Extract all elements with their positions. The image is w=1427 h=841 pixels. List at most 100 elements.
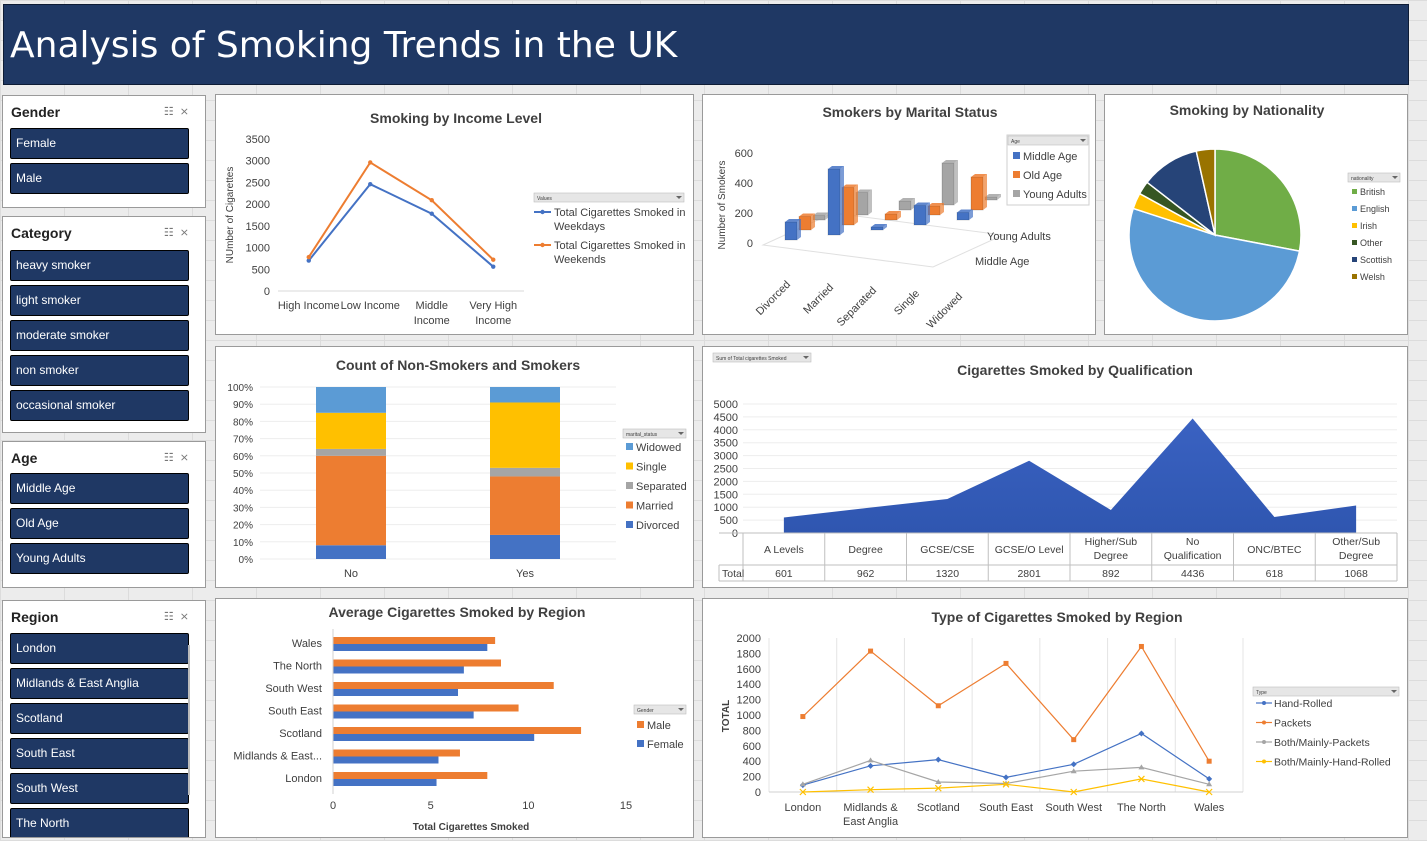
table-value-cell: 4436	[1181, 568, 1205, 580]
data-point	[935, 778, 942, 784]
bar-female	[333, 689, 459, 696]
bar-male	[333, 637, 496, 644]
data-point	[799, 781, 806, 787]
table-header-cell: ONC/BTEC	[1247, 544, 1302, 556]
data-point	[1070, 788, 1078, 796]
table-header-cell: GCSE/CSE	[920, 544, 974, 556]
slicer-item-heavy-smoker[interactable]: heavy smoker	[10, 250, 189, 281]
data-point	[1138, 764, 1145, 770]
table-header-cell: Degree	[1339, 550, 1374, 562]
age-slicer-title: Age	[11, 450, 38, 466]
slicer-filter-icons[interactable]: ☷⨯	[163, 452, 195, 464]
bar-female	[333, 734, 535, 741]
x-tick-label: No	[344, 568, 358, 580]
x-tick-label: Scotland	[917, 802, 960, 814]
legend-label: Female	[647, 739, 684, 751]
gender-field-button	[633, 704, 687, 715]
chart-title: Smoking by Income Level	[370, 110, 542, 126]
table-value-cell: 1320	[936, 568, 960, 580]
values-field-label: Values	[537, 196, 552, 202]
data-point	[1071, 737, 1077, 743]
slicer-scrollbar[interactable]	[188, 645, 190, 795]
slicer-filter-icons[interactable]: ☷⨯	[163, 106, 195, 118]
bar-female	[333, 711, 474, 719]
x-tick-label: East Anglia	[843, 816, 899, 828]
y-tick-label: 2500	[246, 177, 270, 189]
table-value-cell: 1068	[1344, 568, 1368, 580]
column-bar	[784, 221, 798, 241]
legend-label: Both/Mainly-Hand-Rolled	[1274, 757, 1391, 769]
legend-swatch	[1352, 206, 1357, 211]
y-tick-label: South East	[268, 706, 322, 718]
legend-swatch	[626, 462, 633, 470]
bar-female	[333, 666, 464, 674]
data-point	[800, 714, 806, 720]
slicer-item-london[interactable]: London	[10, 633, 189, 664]
y-tick-label: 200	[743, 772, 761, 784]
slicer-filter-icons[interactable]: ☷⨯	[163, 611, 195, 623]
y-tick-label: 400	[735, 178, 753, 190]
data-point	[1206, 781, 1213, 787]
legend-label: Male	[647, 720, 671, 732]
y-tick-label: 1000	[246, 243, 270, 255]
legend-label: Welsh	[1360, 272, 1385, 282]
nationality-chart-panel: Smoking by Nationality nationality British…	[1104, 94, 1408, 335]
slicer-item-south-west[interactable]: South West	[10, 773, 189, 804]
slicer-item-midlands-east-anglia[interactable]: Midlands & East Anglia	[10, 668, 189, 699]
data-point	[1206, 775, 1213, 782]
values-field-button	[533, 192, 685, 203]
y-tick-label: 4500	[714, 412, 738, 424]
slicer-item-scotland[interactable]: Scotland	[10, 703, 189, 734]
legend-swatch	[626, 482, 633, 489]
slicer-item-occasional-smoker[interactable]: occasional smoker	[10, 390, 189, 421]
data-point	[1003, 774, 1009, 781]
data-point	[429, 211, 434, 216]
legend-marker	[540, 242, 545, 248]
slicer-item-young-adults[interactable]: Young Adults	[10, 543, 189, 574]
y-tick-label: 0%	[239, 555, 254, 566]
pie-slice	[1214, 148, 1302, 252]
slicer-item-moderate-smoker[interactable]: moderate smoker	[10, 320, 189, 351]
gender-slicer: Gender ☷⨯ Female Male	[2, 95, 206, 208]
y-tick-label: 3500	[714, 438, 738, 450]
slicer-item-middle-age[interactable]: Middle Age	[10, 473, 189, 504]
region-avg-chart: Average Cigarettes Smoked by Region 0 5 10 1…	[233, 604, 687, 833]
slicer-item-light-smoker[interactable]: light smoker	[10, 285, 189, 316]
data-point	[368, 181, 373, 187]
data-point	[867, 786, 874, 794]
slicer-item-non-smoker[interactable]: non smoker	[10, 355, 189, 386]
x-tick-label: 5	[428, 800, 434, 812]
bar-male	[333, 682, 554, 689]
slicer-filter-icons[interactable]: ☷⨯	[163, 227, 195, 239]
slicer-item-male[interactable]: Male	[10, 163, 189, 194]
slicer-item-female[interactable]: Female	[10, 128, 189, 159]
data-point	[934, 784, 942, 792]
y-tick-label: The North	[273, 661, 322, 673]
data-point	[1070, 768, 1077, 774]
y-tick-label: 800	[743, 725, 761, 737]
legend-label: Both/Mainly-Packets	[1274, 737, 1370, 749]
slicer-item-old-age[interactable]: Old Age	[10, 508, 189, 539]
x-tick-label: Very High	[469, 300, 517, 312]
table-header-cell: No	[1186, 536, 1200, 548]
table-value-cell: 618	[1266, 568, 1284, 580]
data-point	[935, 756, 942, 763]
table-header-cell: Higher/Sub	[1085, 536, 1138, 548]
marital-chart-panel: Smokers by Marital Status Number of Smoke…	[702, 94, 1096, 335]
slicer-item-south-east[interactable]: South East	[10, 738, 189, 769]
legend-label: Old Age	[1023, 170, 1062, 182]
y-axis-label: TOTAL	[721, 700, 732, 732]
table-header-cell: A Levels	[764, 544, 804, 556]
x-tick-label: Midlands &	[843, 802, 898, 814]
y-tick-label: 2000	[714, 476, 738, 488]
table-header-cell: Degree	[1094, 550, 1129, 562]
table-header-cell: GCSE/O Level	[995, 544, 1064, 556]
data-point	[935, 703, 941, 709]
x-tick-label: Middle	[416, 300, 448, 312]
y-tick-label: 3000	[246, 156, 270, 168]
column-side	[926, 202, 930, 225]
slicer-item-the-north[interactable]: The North	[10, 808, 189, 837]
x-tick-label: High Income	[278, 300, 340, 312]
y-tick-label: 0	[755, 787, 761, 799]
data-point	[1003, 660, 1009, 666]
